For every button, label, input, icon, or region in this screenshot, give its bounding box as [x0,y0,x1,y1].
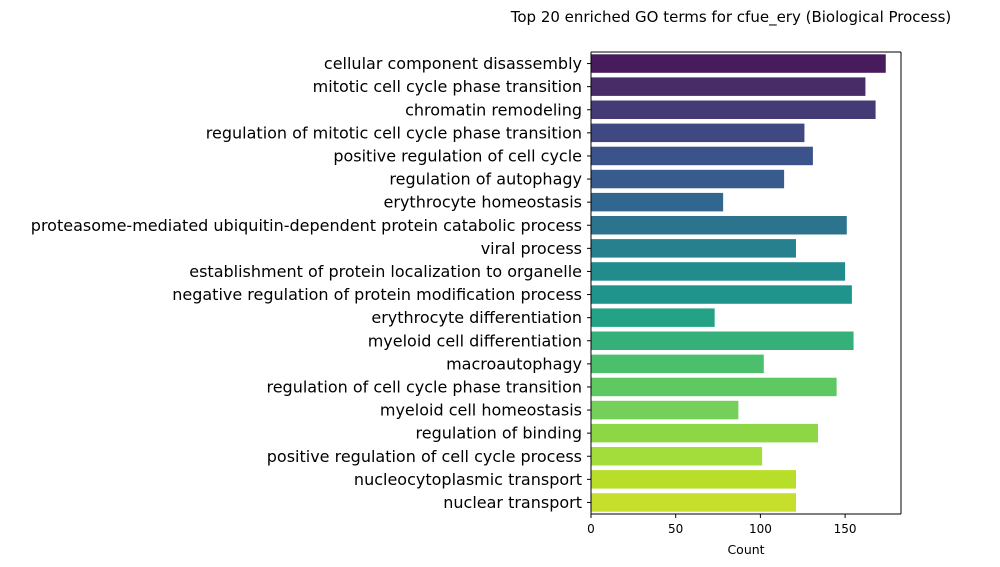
bar [591,423,818,443]
bar [591,262,846,281]
x-tick-label: 0 [587,522,595,536]
category-label: regulation of binding [416,424,583,443]
category-label: regulation of mitotic cell cycle phase t… [206,123,582,142]
category-label: myeloid cell homeostasis [380,401,582,420]
x-tick-label: 50 [668,522,683,536]
bar [591,447,763,466]
bar [591,54,886,73]
category-label: proteasome-mediated ubiquitin-dependent … [31,216,582,235]
bar [591,146,813,166]
bar [591,493,796,512]
bar [591,470,796,489]
category-label: cellular component disassembly [324,54,582,73]
category-label: erythrocyte differentiation [371,308,582,327]
category-labels: cellular component disassembly mitotic ce… [31,54,591,512]
bar [591,400,739,420]
category-label: macroautophagy [446,354,582,373]
bar [591,77,866,96]
axes [590,51,902,515]
category-label: positive regulation of cell cycle [333,146,582,165]
bar [591,239,796,258]
category-label: nucleocytoplasmic transport [354,470,582,489]
category-label: mitotic cell cycle phase transition [313,77,582,96]
category-label: myeloid cell differentiation [368,331,582,350]
bar [591,100,876,119]
x-ticks: 0 50 100 150 [587,514,857,536]
bar [591,377,837,397]
bar [591,331,854,350]
bar [591,192,724,212]
category-label: regulation of cell cycle phase transitio… [266,377,582,396]
x-tick-label: 150 [834,522,857,536]
category-label: chromatin remodeling [405,100,582,119]
category-label: nuclear transport [443,493,582,512]
category-label: positive regulation of cell cycle proces… [267,447,582,466]
bars-layer [591,54,886,512]
bar [591,123,805,143]
bar [591,216,847,235]
x-axis-label: Count [727,542,764,557]
category-label: erythrocyte homeostasis [384,193,582,212]
chart-title: Top 20 enriched GO terms for cfue_ery (B… [510,8,952,27]
category-label: viral process [481,239,582,258]
category-label: establishment of protein localization to… [189,262,582,281]
bar [591,285,852,304]
x-tick-label: 100 [749,522,772,536]
bar [591,169,785,189]
category-label: negative regulation of protein modificat… [172,285,582,304]
bar [591,308,715,327]
category-label: regulation of autophagy [389,170,582,189]
bar [591,354,764,374]
